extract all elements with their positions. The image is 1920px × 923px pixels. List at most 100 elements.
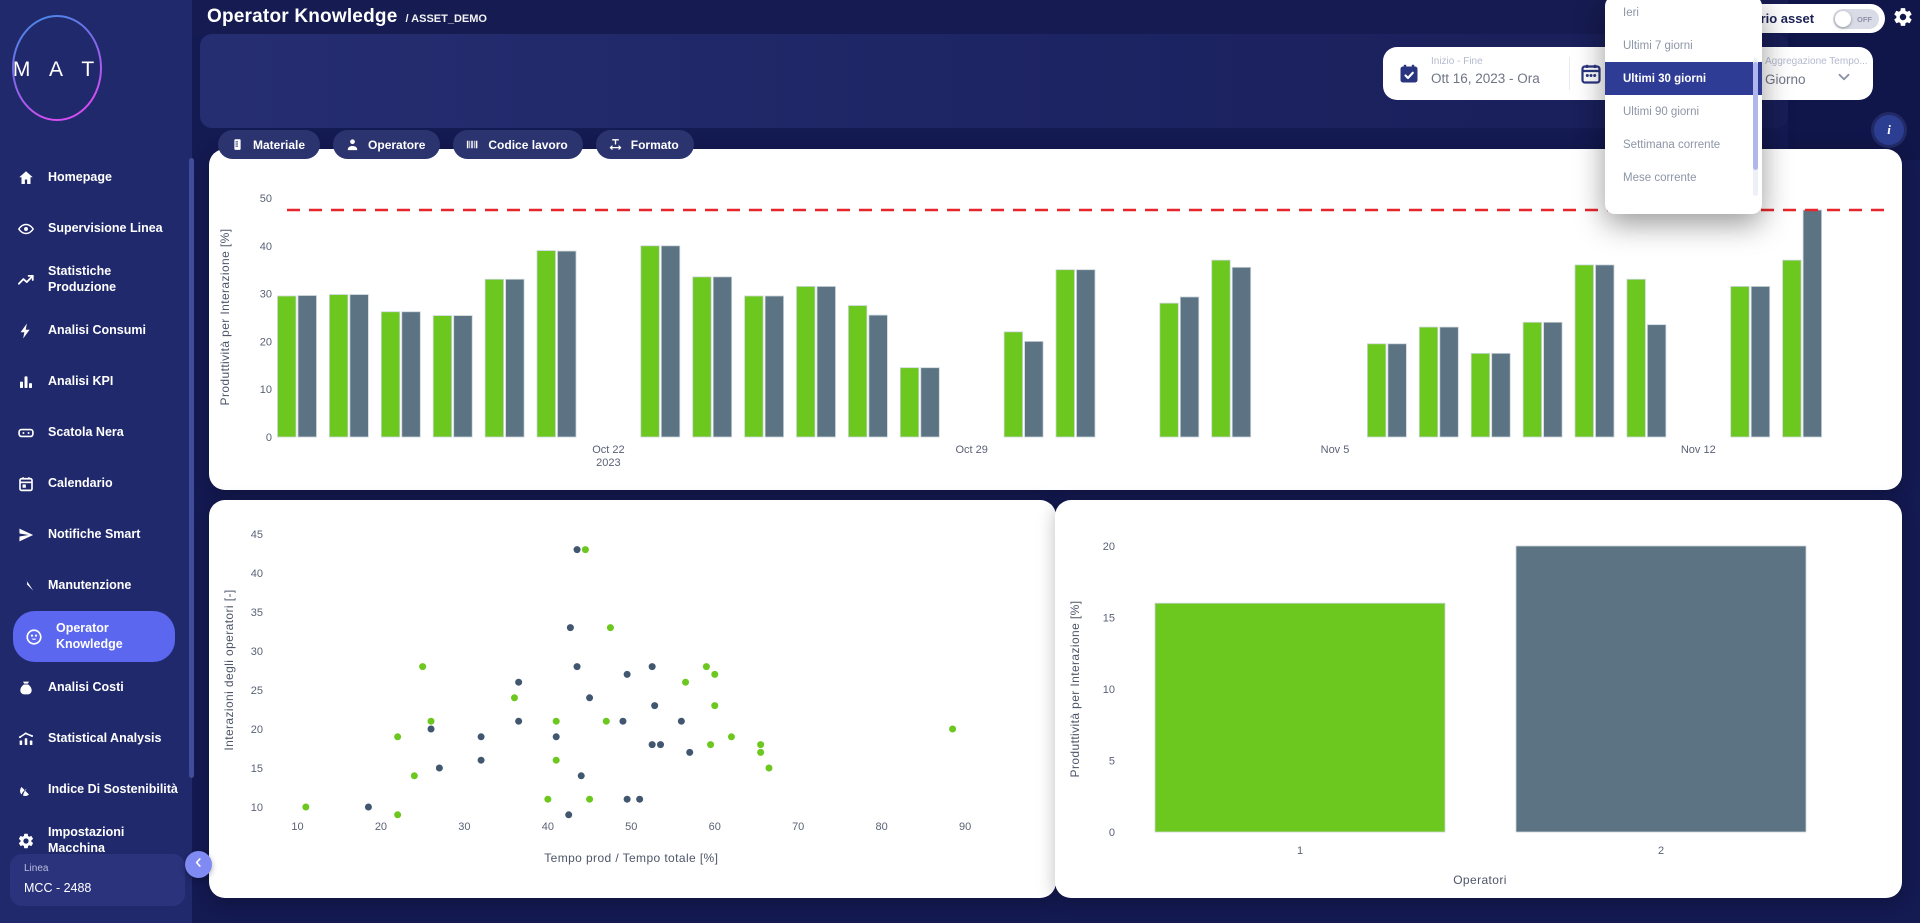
svg-text:50: 50: [260, 193, 272, 205]
sidebar-item-supervisione-linea[interactable]: Supervisione Linea: [0, 203, 192, 254]
bar-chart-icon: [17, 373, 35, 391]
linea-value: MCC - 2488: [24, 881, 92, 895]
page-title: Operator Knowledge: [207, 6, 398, 27]
svg-text:25: 25: [251, 685, 263, 697]
svg-text:0: 0: [266, 432, 272, 444]
calendar-icon: [17, 475, 35, 493]
sidebar-item-label: Analisi Costi: [48, 679, 124, 694]
sidebar-item-statistical-analysis[interactable]: Statistical Analysis: [0, 713, 192, 764]
settings-gear-icon[interactable]: [1892, 6, 1914, 28]
sidebar-item-label: Notifiche Smart: [48, 526, 141, 541]
sidebar-item-analisi-costi[interactable]: Analisi Costi: [0, 662, 192, 713]
dropdown-option-settimana-corrente[interactable]: Settimana corrente: [1623, 138, 1721, 151]
filter-chip-operatore[interactable]: Operatore: [333, 130, 441, 159]
svg-text:2023: 2023: [596, 457, 620, 469]
date-range-value[interactable]: Ott 16, 2023 - Ora: [1431, 71, 1540, 86]
asset-toggle[interactable]: OFF: [1833, 8, 1879, 29]
info-icon: i: [1887, 122, 1891, 137]
svg-text:20: 20: [260, 336, 272, 348]
svg-text:20: 20: [1103, 541, 1115, 553]
sidebar-item-analisi-kpi[interactable]: Analisi KPI: [0, 356, 192, 407]
svg-text:Produttività per Interazione [: Produttività per Interazione [%]: [1068, 601, 1082, 778]
svg-text:0: 0: [1109, 827, 1115, 839]
linea-card[interactable]: Linea MCC - 2488: [10, 854, 185, 906]
chevron-down-icon[interactable]: [1835, 68, 1853, 86]
black-box-icon: [17, 424, 35, 442]
gear-icon: [17, 832, 35, 850]
sidebar-item-label: Supervisione Linea: [48, 220, 163, 235]
page-header: Operator Knowledge / ASSET_DEMO: [207, 6, 487, 28]
bolt-icon: [17, 322, 35, 340]
top-strip: [0, 0, 1920, 34]
sidebar-item-impostazioni-macchina[interactable]: Impostazioni Macchina: [0, 815, 192, 866]
aggregation-select[interactable]: Giorno: [1765, 72, 1806, 87]
dropdown-option-ultimi-90-giorni[interactable]: Ultimi 90 giorni: [1623, 105, 1700, 118]
svg-text:20: 20: [251, 724, 263, 736]
dropdown-option-ultimi-30-giorni[interactable]: Ultimi 30 giorni: [1605, 62, 1762, 95]
svg-text:Produttività per Interazione [: Produttività per Interazione [%]: [218, 229, 232, 406]
svg-text:10: 10: [251, 802, 263, 814]
sidebar-item-homepage[interactable]: Homepage: [0, 152, 192, 203]
toggle-knob: [1835, 10, 1851, 27]
svg-text:30: 30: [260, 289, 272, 301]
svg-text:40: 40: [251, 568, 263, 580]
dropdown-option-ieri[interactable]: Ieri: [1623, 6, 1639, 19]
interactions-scatter-chart: 10 15 20 25 30 35 40 45 10 20 30 40 50 60 70 80 90 Intera…: [222, 529, 971, 865]
sidebar-nav: Homepage Supervisione Linea Statistiche Pr…: [0, 152, 192, 866]
sidebar-item-label: Homepage: [48, 169, 112, 184]
svg-text:60: 60: [709, 821, 721, 833]
filter-chip-codice-lavoro[interactable]: Codice lavoro: [453, 130, 583, 159]
divider: [1569, 57, 1570, 90]
date-range-label: Inizio - Fine: [1431, 56, 1483, 67]
sidebar-item-manutenzione[interactable]: Manutenzione: [0, 560, 192, 611]
aggregation-label: Aggregazione Tempo...: [1765, 56, 1868, 67]
svg-text:2: 2: [1658, 845, 1664, 857]
dropdown-scroll-thumb[interactable]: [1753, 62, 1758, 170]
sidebar-item-analisi-consumi[interactable]: Analisi Consumi: [0, 305, 192, 356]
period-dropdown: Ieri Ultimi 7 giorni Ultimi 30 giorni Ultim…: [1605, 0, 1762, 214]
svg-text:90: 90: [959, 821, 971, 833]
svg-text:50: 50: [625, 821, 637, 833]
eye-icon: [17, 220, 35, 238]
logo-text: M A T: [13, 58, 101, 81]
sidebar-item-label: Indice Di Sostenibilità: [48, 781, 178, 796]
svg-text:10: 10: [1103, 684, 1115, 696]
sidebar-item-label: Impostazioni Macchina: [48, 824, 125, 855]
svg-text:Tempo prod / Tempo totale [%]: Tempo prod / Tempo totale [%]: [544, 851, 718, 865]
barcode-icon: [465, 137, 480, 152]
svg-text:Oct 29: Oct 29: [955, 444, 987, 456]
sidebar-item-notifiche-smart[interactable]: Notifiche Smart: [0, 509, 192, 560]
svg-text:20: 20: [375, 821, 387, 833]
leaf-icon: [17, 781, 35, 799]
sidebar-item-scatola-nera[interactable]: Scatola Nera: [0, 407, 192, 458]
interactions-scatter-card: 10 15 20 25 30 35 40 45 10 20 30 40 50 60 70 80 90 Intera…: [209, 500, 1056, 898]
sidebar-item-operator-knowledge[interactable]: Operator Knowledge: [13, 611, 175, 662]
filter-chip-label: Operatore: [368, 137, 426, 152]
svg-text:45: 45: [251, 529, 263, 541]
svg-text:30: 30: [251, 646, 263, 658]
chevron-left-icon: [192, 856, 205, 874]
sidebar-item-statistiche-produzione[interactable]: Statistiche Produzione: [0, 254, 192, 305]
mat-logo[interactable]: M A T: [9, 12, 105, 124]
sidebar-item-label: Scatola Nera: [48, 424, 124, 439]
sidebar-item-calendario[interactable]: Calendario: [0, 458, 192, 509]
operator-knowledge-icon: [25, 628, 43, 646]
dropdown-option-mese-corrente[interactable]: Mese corrente: [1623, 171, 1697, 184]
sidebar-item-label: Manutenzione: [48, 577, 132, 592]
format-width-icon: [608, 137, 623, 152]
svg-text:5: 5: [1109, 756, 1115, 768]
sidebar-item-label: Calendario: [48, 475, 113, 490]
filter-chip-formato[interactable]: Formato: [595, 130, 694, 159]
info-button[interactable]: i: [1874, 115, 1904, 145]
dropdown-option-ultimi-7-giorni[interactable]: Ultimi 7 giorni: [1623, 39, 1693, 52]
money-bag-icon: [17, 679, 35, 697]
svg-text:15: 15: [1103, 613, 1115, 625]
svg-text:70: 70: [792, 821, 804, 833]
sidebar-scrollbar[interactable]: [189, 158, 194, 778]
filter-chip-materiale[interactable]: Materiale: [218, 130, 321, 159]
trend-up-icon: [17, 271, 35, 289]
svg-text:Operatori: Operatori: [1453, 873, 1507, 887]
sidebar-item-indice-di-sostenibilit-[interactable]: Indice Di Sostenibilità: [0, 764, 192, 815]
sidebar-collapse-button[interactable]: [185, 851, 212, 878]
